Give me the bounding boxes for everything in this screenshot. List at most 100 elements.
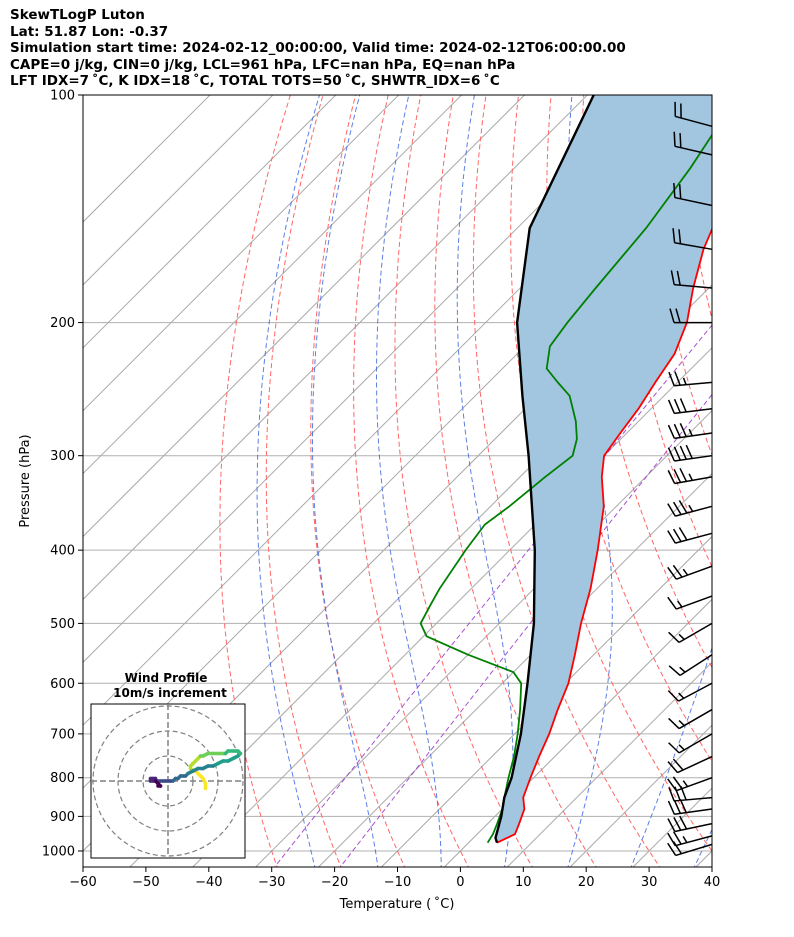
moist-adiabat [376,95,442,867]
y-tick-label: 900 [50,810,75,825]
x-tick-label: 20 [578,875,595,890]
barb-flag [667,470,676,484]
wind-barb [667,423,713,440]
isotherm [254,409,712,867]
barb-flag [667,690,679,702]
wind-barb [672,228,713,251]
location-coords: Lat: 51.87 Lon: -0.37 [10,23,169,40]
barb-half-flag [682,377,687,385]
x-tick-label: −10 [384,875,411,890]
barb-shaft [674,407,713,415]
x-tick-label: 0 [456,875,464,890]
isotherm [129,284,712,867]
y-tick-label: 500 [50,617,75,632]
barb-shaft [674,796,713,802]
x-tick-label: −30 [258,875,285,890]
barb-half-flag [682,568,689,576]
wind-barb [667,527,713,544]
moist-adiabat [630,646,712,867]
barb-half-flag [678,744,685,751]
barb-shaft [674,808,713,816]
profiles [419,95,712,844]
x-tick-label: 30 [641,875,658,890]
isotherm [83,95,526,538]
barb-flag [675,308,681,323]
barb-flag [679,133,682,148]
moist-adiabat [456,95,514,867]
isotherm [83,95,337,349]
barb-flag [673,446,681,461]
barb-flag [679,398,687,413]
x-tick-label: 40 [704,875,721,890]
y-tick-label: 700 [50,727,75,742]
y-tick-label: 300 [50,449,75,464]
dry-adiabat [648,95,712,457]
dry-adiabat [434,95,597,867]
barb-flag [668,371,675,387]
barb-shaft [676,595,713,610]
barb-flag [668,742,680,754]
barb-shaft [676,565,713,580]
barb-flag [668,787,675,802]
wind-barb [668,371,713,387]
barb-half-flag [688,428,693,437]
barb-flag [673,423,681,438]
y-tick-label: 1000 [42,844,75,859]
x-tick-label: −40 [195,875,222,890]
barb-flag [672,501,682,515]
barb-flag [679,815,688,830]
wind-barb [673,182,713,207]
barb-shaft [674,283,713,289]
barb-shaft [676,777,713,792]
y-tick-label: 800 [50,771,75,786]
y-tick-label: 600 [50,677,75,692]
barb-flag [679,445,687,460]
barb-shaft [674,241,713,251]
barb-flag [667,503,676,517]
barb-flag [678,229,682,244]
wind-barb [667,815,713,833]
y-tick-label: 400 [50,544,75,559]
wind-barb [670,270,713,289]
wind-barb [667,398,713,415]
barb-shaft [678,682,713,702]
barb-flag [672,228,676,243]
barb-shaft [679,654,713,677]
x-tick-label: 10 [515,875,532,890]
barb-flag [667,566,677,580]
wind-barb [668,733,713,754]
barb-flag [667,447,676,462]
barb-flag [667,800,676,815]
wind-barb [669,308,712,324]
barb-half-flag [678,633,685,640]
barb-flag [679,799,687,813]
isotherm [83,95,274,286]
stability-indices: CAPE=0 j/kg, CIN=0 j/kg, LCL=961 hPa, LF… [10,56,516,73]
barb-flag [668,665,681,676]
moist-adiabat [312,95,379,867]
isotherm [569,724,712,867]
barb-half-flag [688,504,694,512]
barb-shaft [678,622,713,644]
barb-flag [678,500,688,514]
isotherm [443,598,712,867]
shaded-area [495,95,712,843]
dry-adiabat [219,95,291,867]
barb-flag [667,761,679,774]
barb-flag [673,469,682,483]
x-axis-ticks: −60 −50 −40 −30 −20 −10 0 10 20 30 40 [69,867,720,890]
x-tick-label: −20 [321,875,348,890]
mixing-ratio-line [339,393,712,867]
barb-shaft [674,476,713,485]
barb-flag [667,832,676,847]
wind-barb [674,101,713,128]
barb-shaft [678,708,713,730]
wind-barb [667,595,713,610]
wind-barb [667,799,713,816]
barb-flag [667,399,675,414]
barb-flag [674,371,681,386]
barb-half-flag [678,692,685,699]
wind-barb [667,444,713,462]
moist-adiabat [256,95,321,867]
barb-flag [673,182,676,198]
